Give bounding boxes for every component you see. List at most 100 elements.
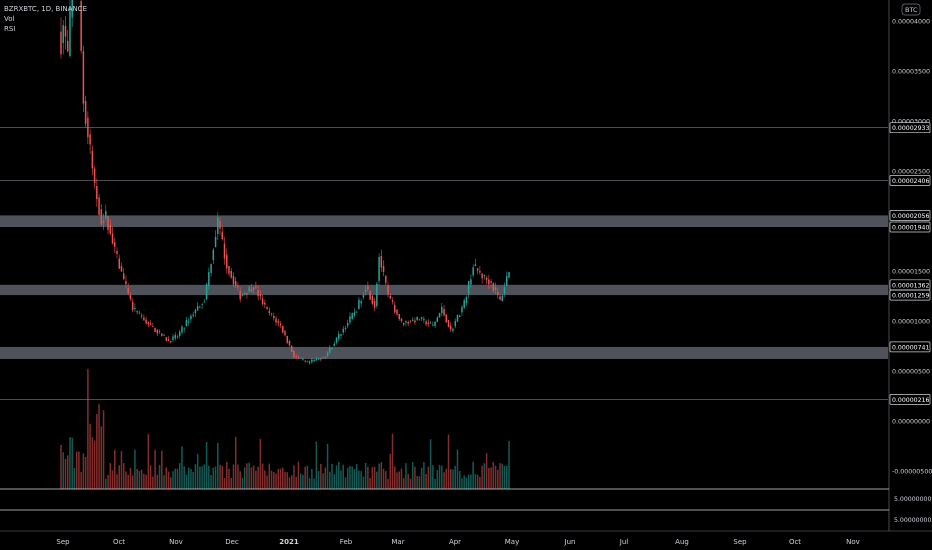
candle-body xyxy=(385,276,387,283)
y-tick-label: 0.00001500 xyxy=(892,269,930,276)
candle-body xyxy=(167,339,170,342)
candle-body xyxy=(259,294,262,296)
volume-bar xyxy=(488,467,490,489)
volume-bar xyxy=(378,463,380,489)
x-tick-label: Nov xyxy=(846,538,860,546)
volume-bar xyxy=(313,478,315,489)
volume-bar xyxy=(120,451,123,489)
volume-bar xyxy=(506,465,508,489)
volume-label[interactable]: Vol xyxy=(4,15,15,23)
volume-bar xyxy=(279,468,282,489)
candle-body xyxy=(389,296,392,299)
candle-body xyxy=(277,321,280,323)
volume-bar xyxy=(127,474,129,489)
volume-bar xyxy=(315,441,318,489)
volume-bar xyxy=(167,471,170,489)
candle-body xyxy=(140,315,143,317)
candle-body xyxy=(64,26,67,37)
volume-bar xyxy=(398,471,400,489)
volume-bar xyxy=(349,466,351,489)
volume-bar xyxy=(340,470,342,489)
candle-body xyxy=(425,321,427,325)
volume-bar xyxy=(84,457,87,489)
candle-body xyxy=(261,298,264,305)
volume-bar xyxy=(416,476,418,489)
volume-bar xyxy=(277,468,280,489)
candle-body xyxy=(508,271,510,278)
currency-badge xyxy=(901,3,921,16)
volume-bar xyxy=(364,462,367,489)
volume-bar xyxy=(136,468,138,489)
volume-bar xyxy=(80,471,82,489)
candle-body xyxy=(452,328,454,331)
candle-body xyxy=(214,236,217,247)
volume-bar xyxy=(131,475,134,489)
candle-body xyxy=(203,301,206,303)
volume-bar xyxy=(230,478,232,489)
volume-bar xyxy=(264,470,266,489)
candle-body xyxy=(483,274,486,276)
candle-body xyxy=(467,281,470,294)
volume-bar xyxy=(129,467,132,489)
candle-body xyxy=(456,314,459,322)
volume-bar xyxy=(405,463,407,489)
volume-bar xyxy=(217,442,219,489)
volume-bar xyxy=(402,478,405,489)
candle-body xyxy=(252,287,255,290)
candle-body xyxy=(362,295,365,298)
candle-body xyxy=(165,337,168,341)
volume-bar xyxy=(360,471,362,489)
volume-bar xyxy=(454,465,456,489)
candle-body xyxy=(306,361,309,363)
candle-body xyxy=(147,321,150,325)
candle-body xyxy=(342,328,344,333)
candle-body xyxy=(286,336,288,343)
volume-bar xyxy=(326,443,329,489)
candle-body xyxy=(270,313,273,315)
currency-badge-label: BTC xyxy=(905,6,918,14)
candle-body xyxy=(223,243,226,259)
volume-bar xyxy=(228,468,230,489)
volume-bar xyxy=(382,468,385,489)
candle-body xyxy=(432,324,434,326)
volume-bar xyxy=(358,470,360,489)
volume-bar xyxy=(138,470,141,489)
volume-bar xyxy=(208,465,210,489)
x-tick-label: Dec xyxy=(225,538,239,546)
candle-body xyxy=(429,322,432,324)
volume-bar xyxy=(100,426,103,489)
volume-bar xyxy=(485,453,488,489)
candle-body xyxy=(501,295,504,301)
volume-bar xyxy=(335,465,338,489)
candle-body xyxy=(391,300,394,302)
volume-bar xyxy=(194,464,197,489)
volume-bar xyxy=(476,474,479,489)
candle-body xyxy=(499,296,501,300)
candle-body xyxy=(174,334,176,339)
volume-bar xyxy=(91,437,94,489)
volume-bar xyxy=(344,477,347,489)
rsi-label[interactable]: RSI xyxy=(4,25,16,33)
volume-bar xyxy=(147,433,150,489)
candle-body xyxy=(376,283,378,306)
symbol-title[interactable]: BZRXBTC, 1D, BINANCE xyxy=(4,5,87,13)
candle-body xyxy=(333,343,336,346)
candle-body xyxy=(344,327,347,329)
volume-bar xyxy=(376,471,378,489)
candle-body xyxy=(96,186,98,200)
volume-bar xyxy=(501,463,504,489)
candle-body xyxy=(367,286,369,290)
volume-bar xyxy=(458,470,461,489)
candle-body xyxy=(257,290,259,297)
candle-body xyxy=(351,313,353,319)
candle-body xyxy=(80,1,82,51)
volume-bar xyxy=(306,465,309,489)
candle-body xyxy=(373,301,376,308)
price-tag-label: 0.00002056 xyxy=(892,213,929,220)
candle-body xyxy=(127,288,129,294)
volume-bar xyxy=(441,465,443,489)
volume-bar xyxy=(105,478,107,489)
candle-body xyxy=(387,286,389,295)
volume-bar xyxy=(494,465,497,489)
